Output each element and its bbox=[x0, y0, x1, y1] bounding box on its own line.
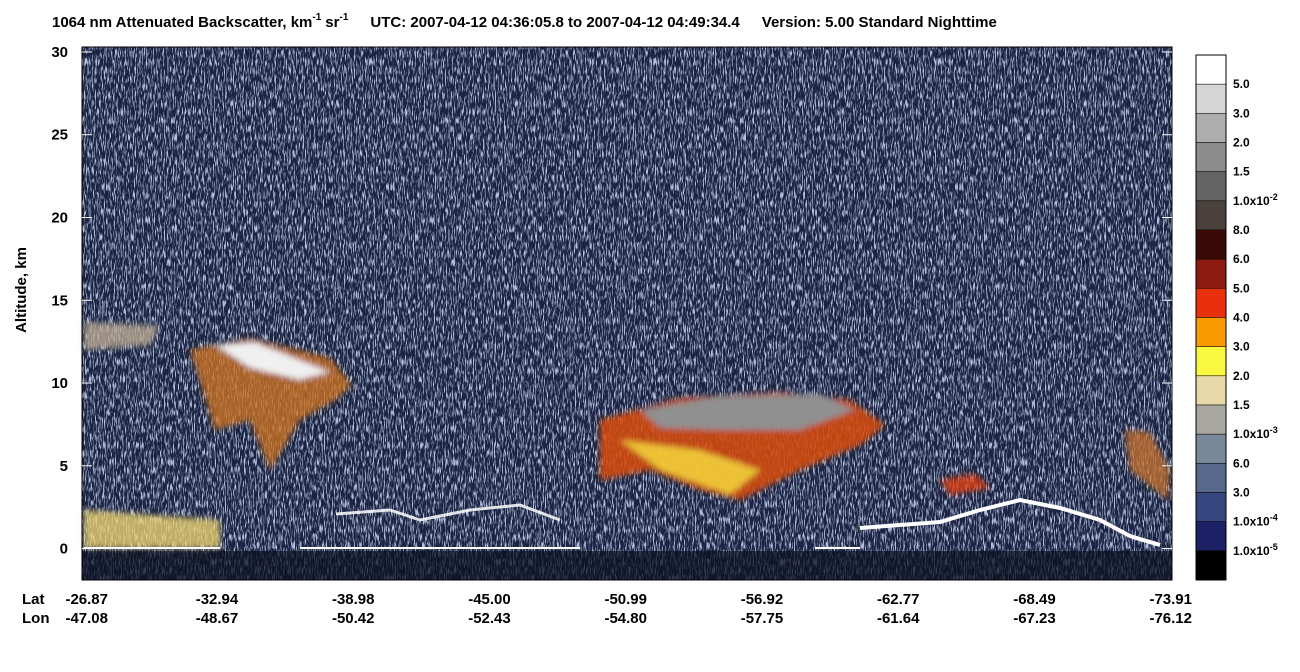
colorbar-label: 3.0 bbox=[1233, 486, 1250, 500]
x-tick-label-lat: -50.99 bbox=[604, 591, 647, 608]
cloud bbox=[620, 440, 760, 495]
colorbar-label: 1.0x10-5 bbox=[1233, 542, 1278, 558]
cloud bbox=[940, 474, 990, 495]
title: 1064 nm Attenuated Backscatter, km-1 sr-1… bbox=[52, 12, 997, 31]
x-tick-label-lat: -62.77 bbox=[877, 591, 920, 608]
y-tick-label: 15 bbox=[51, 292, 68, 309]
colorbar-label-exp: -2 bbox=[1270, 192, 1278, 202]
x-tick-label-lon: -76.12 bbox=[1149, 610, 1192, 627]
x-tick-label-lat: -38.98 bbox=[332, 591, 375, 608]
x-tick-label-lat: -45.00 bbox=[468, 591, 511, 608]
colorbar-label-base: 1.0x10 bbox=[1233, 427, 1270, 441]
x-tick-label-lat: -26.87 bbox=[65, 591, 108, 608]
colorbar-swatch bbox=[1195, 375, 1227, 406]
colorbar-label: 1.0x10-3 bbox=[1233, 425, 1278, 441]
colorbar-swatch bbox=[1195, 317, 1227, 347]
x-tick-label-lat: -56.92 bbox=[741, 591, 784, 608]
colorbar-swatch bbox=[1195, 288, 1227, 318]
colorbar-label-base: 1.0x10 bbox=[1233, 544, 1270, 558]
colorbar-label: 1.5 bbox=[1233, 165, 1250, 179]
colorbar-swatch bbox=[1195, 142, 1227, 172]
colorbar-swatch bbox=[1195, 83, 1227, 114]
x-tick-label-lon: -67.23 bbox=[1013, 610, 1056, 627]
y-tick-label: 5 bbox=[60, 458, 68, 475]
colorbar-frame bbox=[1195, 54, 1227, 581]
colorbar-label: 8.0 bbox=[1233, 223, 1250, 237]
colorbar-label-base: 1.0x10 bbox=[1233, 515, 1270, 529]
colorbar-label: 1.5 bbox=[1233, 398, 1250, 412]
colorbar-label: 6.0 bbox=[1233, 456, 1250, 470]
x-tick-label-lat: -73.91 bbox=[1149, 591, 1192, 608]
y-axis-label: Altitude, km bbox=[13, 247, 30, 333]
x-tick-label-lon: -52.43 bbox=[468, 610, 511, 627]
colorbar-swatch bbox=[1195, 521, 1227, 552]
title-main: 1064 nm Attenuated Backscatter, km bbox=[52, 14, 312, 31]
colorbar-label: 3.0 bbox=[1233, 340, 1250, 354]
colorbar-swatch bbox=[1195, 492, 1227, 522]
colorbar-label: 2.0 bbox=[1233, 136, 1250, 150]
cloud bbox=[84, 322, 160, 350]
y-tick-label: 30 bbox=[51, 44, 68, 61]
title-text: 1064 nm Attenuated Backscatter, km-1 sr-1… bbox=[52, 12, 997, 31]
y-tick-label: 20 bbox=[51, 209, 68, 226]
cloud bbox=[1125, 430, 1170, 500]
clouds bbox=[84, 322, 1170, 548]
x-tick-label-lon: -47.08 bbox=[65, 610, 108, 627]
colorbar-label-base: 1.0x10 bbox=[1233, 194, 1270, 208]
colorbar-label-exp: -5 bbox=[1270, 542, 1278, 552]
colorbar-swatch bbox=[1195, 433, 1227, 464]
x-row-label: Lat bbox=[22, 591, 45, 608]
title-utc: UTC: 2007-04-12 04:36:05.8 to 2007-04-12… bbox=[370, 14, 740, 31]
colorbar-swatch bbox=[1195, 200, 1227, 231]
y-tick-label: 25 bbox=[51, 127, 68, 144]
colorbar-label: 5.0 bbox=[1233, 281, 1250, 295]
colorbar-label-exp: -4 bbox=[1270, 513, 1278, 523]
title-sup: -1 bbox=[339, 12, 348, 23]
x-tick-label-lon: -57.75 bbox=[741, 610, 784, 627]
cloud bbox=[640, 394, 855, 430]
colorbar-swatch bbox=[1195, 54, 1227, 85]
title-version: Version: 5.00 Standard Nighttime bbox=[762, 14, 997, 31]
colorbar-label: 6.0 bbox=[1233, 252, 1250, 266]
colorbar-label: 1.0x10-4 bbox=[1233, 513, 1278, 529]
colorbar-swatch bbox=[1195, 113, 1227, 143]
surface-below bbox=[82, 551, 1172, 580]
cloud-top bbox=[859, 497, 1161, 547]
colorbar-swatch bbox=[1195, 258, 1227, 289]
colorbar-label: 1.0x10-2 bbox=[1233, 192, 1278, 208]
x-tick-label-lon: -54.80 bbox=[604, 610, 647, 627]
x-tick-label-lat: -68.49 bbox=[1013, 591, 1056, 608]
cloud-top bbox=[335, 503, 561, 522]
colorbar-label-exp: -3 bbox=[1270, 425, 1278, 435]
cloud bbox=[215, 342, 330, 380]
colorbar-swatch bbox=[1195, 171, 1227, 202]
colorbar-swatch bbox=[1195, 463, 1227, 493]
plot-frame bbox=[81, 46, 1173, 581]
y-tick-label: 10 bbox=[51, 375, 68, 392]
colorbar-swatch bbox=[1195, 346, 1227, 377]
plot-area bbox=[81, 46, 1173, 581]
title-unit: sr bbox=[325, 14, 339, 31]
colorbar-swatch bbox=[1195, 229, 1227, 260]
colorbar-label: 5.0 bbox=[1233, 77, 1250, 91]
y-tick-label: 0 bbox=[60, 541, 68, 558]
x-row-label: Lon bbox=[22, 610, 50, 627]
colorbar-label: 2.0 bbox=[1233, 369, 1250, 383]
cloud bbox=[84, 510, 220, 548]
colorbar-swatch bbox=[1195, 404, 1227, 435]
title-sup: -1 bbox=[312, 12, 321, 23]
x-tick-label-lon: -61.64 bbox=[877, 610, 920, 627]
x-tick-label-lat: -32.94 bbox=[196, 591, 239, 608]
colorbar-label: 4.0 bbox=[1233, 311, 1250, 325]
x-tick-label-lon: -50.42 bbox=[332, 610, 375, 627]
noise bbox=[82, 47, 1172, 580]
x-tick-label-lon: -48.67 bbox=[196, 610, 239, 627]
colorbar-swatch bbox=[1195, 550, 1227, 581]
colorbar-label: 3.0 bbox=[1233, 106, 1250, 120]
